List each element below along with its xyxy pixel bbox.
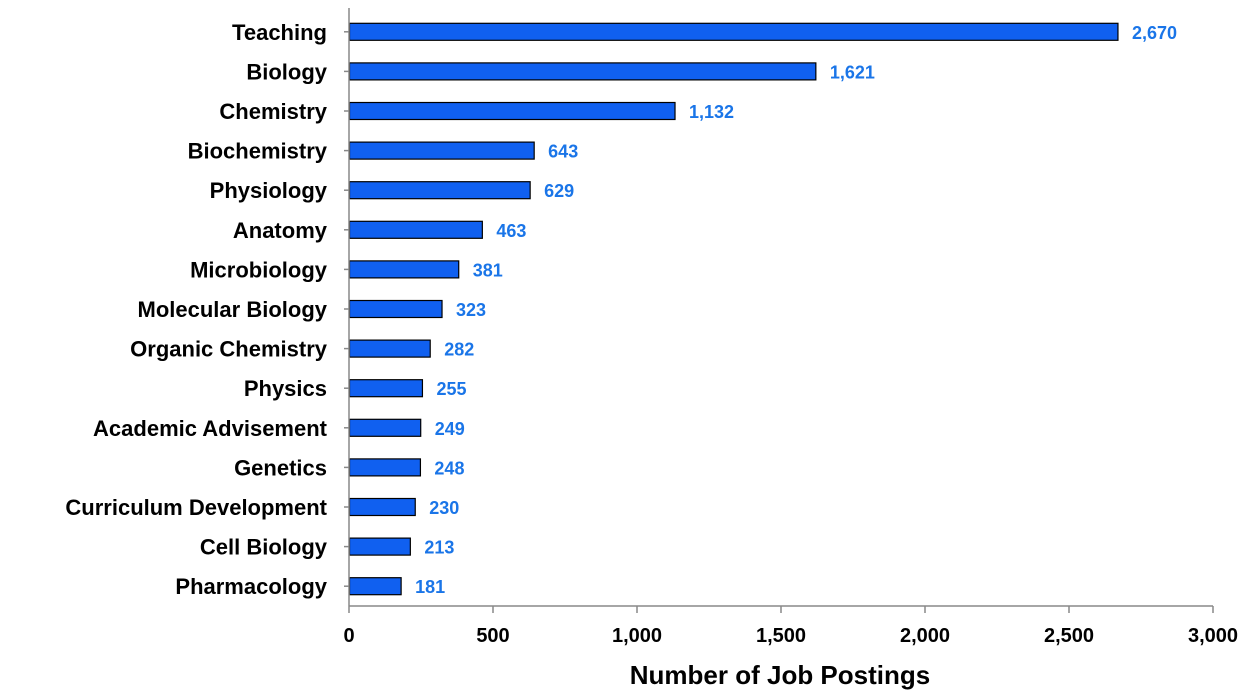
bar	[348, 141, 535, 160]
bar	[348, 577, 402, 596]
x-axis-title: Number of Job Postings	[630, 660, 930, 690]
data-label: 323	[456, 300, 486, 320]
data-label: 248	[434, 458, 464, 478]
category-label: Microbiology	[190, 257, 328, 282]
data-label: 282	[444, 340, 474, 360]
bar	[348, 260, 460, 279]
data-label: 181	[415, 577, 445, 597]
bar	[348, 379, 424, 398]
data-label: 463	[496, 221, 526, 241]
bar	[348, 537, 411, 556]
data-label: 1,132	[689, 102, 734, 122]
category-label: Physics	[244, 376, 327, 401]
category-label: Physiology	[210, 178, 328, 203]
bar	[348, 458, 422, 477]
category-label: Academic Advisement	[93, 416, 328, 441]
bar	[348, 497, 416, 517]
data-labels: 2,670 1,621 1,132 643 629 463 381 323 282 255 249 2…	[415, 23, 1177, 597]
data-label: 629	[544, 181, 574, 201]
bar	[348, 62, 817, 81]
category-label: Biochemistry	[188, 139, 328, 164]
data-label: 2,670	[1132, 23, 1177, 43]
x-ticks: 0 500 1,000 1,500 2,000 2,500 3,000	[343, 31, 1238, 647]
category-label: Cell Biology	[200, 535, 328, 560]
bar	[348, 101, 676, 121]
data-label: 1,621	[830, 62, 875, 82]
category-label: Molecular Biology	[138, 297, 328, 322]
category-label: Organic Chemistry	[130, 337, 328, 362]
category-label: Genetics	[234, 455, 327, 480]
data-label: 643	[548, 142, 578, 162]
x-tick-label: 500	[476, 625, 509, 647]
x-tick-label: 3,000	[1188, 625, 1238, 647]
x-tick-label: 2,000	[900, 625, 950, 647]
data-label: 381	[473, 260, 503, 280]
x-tick-label: 1,000	[612, 625, 662, 647]
x-tick-label: 0	[343, 625, 354, 647]
bar	[348, 299, 443, 319]
data-label: 249	[435, 419, 465, 439]
category-label: Curriculum Development	[65, 495, 327, 520]
category-label: Chemistry	[219, 99, 327, 124]
category-label: Pharmacology	[175, 574, 327, 599]
category-label: Teaching	[232, 20, 327, 45]
category-labels: Teaching Biology Chemistry Biochemistry Phys…	[65, 20, 327, 599]
bar	[348, 418, 422, 437]
data-label: 230	[429, 498, 459, 518]
x-tick-label: 2,500	[1044, 625, 1094, 647]
x-tick-label: 1,500	[756, 625, 806, 647]
data-label: 213	[424, 538, 454, 558]
category-label: Biology	[246, 59, 327, 84]
category-label: Anatomy	[233, 218, 328, 243]
bar	[348, 181, 531, 200]
data-label: 255	[436, 379, 466, 399]
bar	[348, 339, 431, 358]
bar	[348, 22, 1119, 41]
bar	[348, 220, 483, 239]
